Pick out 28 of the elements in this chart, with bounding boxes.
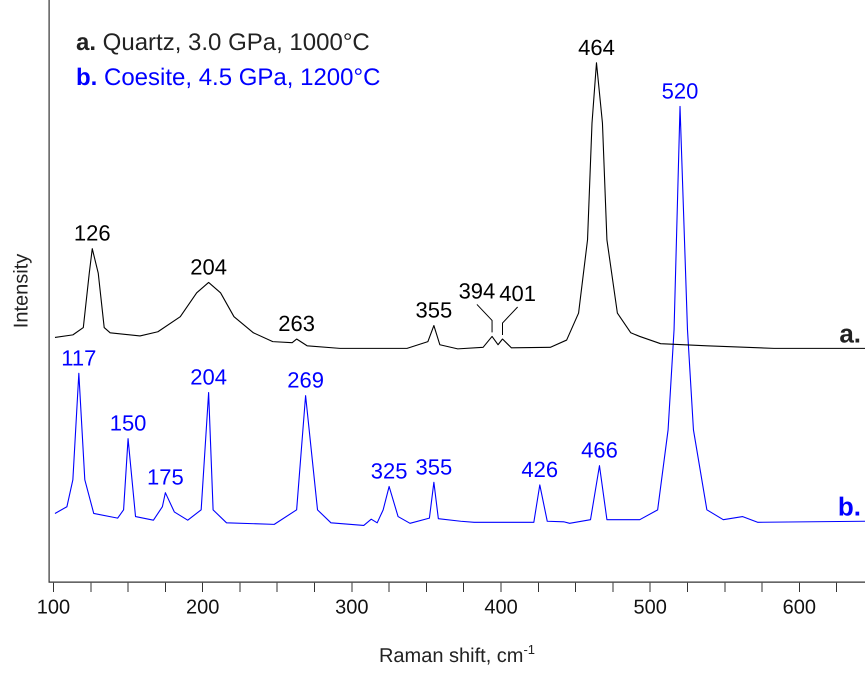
annotation: 263 <box>278 311 315 336</box>
x-tick-label: 400 <box>484 596 518 619</box>
annotation: 401 <box>499 281 536 306</box>
annotation: b. Coesite, 4.5 GPa, 1200°C <box>76 64 380 91</box>
x-tick-label: 300 <box>335 596 369 619</box>
annotation: 355 <box>416 298 452 323</box>
y-axis-title: Intensity <box>10 254 33 328</box>
annotation: 204 <box>190 364 227 390</box>
annotation: 520 <box>662 78 698 104</box>
annotation: 394 <box>458 278 496 304</box>
annotation: 204 <box>190 254 227 280</box>
annotation: 175 <box>147 464 184 490</box>
annotation: 355 <box>416 454 452 480</box>
x-tick-label: 200 <box>186 596 220 619</box>
series-label: b. <box>838 491 861 522</box>
annotation: 426 <box>521 456 558 482</box>
annotation: 126 <box>74 220 111 246</box>
x-tick-label: 500 <box>633 596 667 619</box>
text: a. Quartz, 3.0 GPa, 1000°C <box>76 29 370 56</box>
annotation: 269 <box>287 368 324 393</box>
annotation: 117 <box>61 345 96 370</box>
annotation: 466 <box>581 438 618 463</box>
x-tick-label: 100 <box>36 596 70 619</box>
x-tick-label: 600 <box>782 596 816 619</box>
series-label: a. <box>839 318 861 348</box>
annotation: 464 <box>578 34 615 60</box>
annotation: 325 <box>370 458 408 484</box>
annotation: 150 <box>110 410 146 436</box>
